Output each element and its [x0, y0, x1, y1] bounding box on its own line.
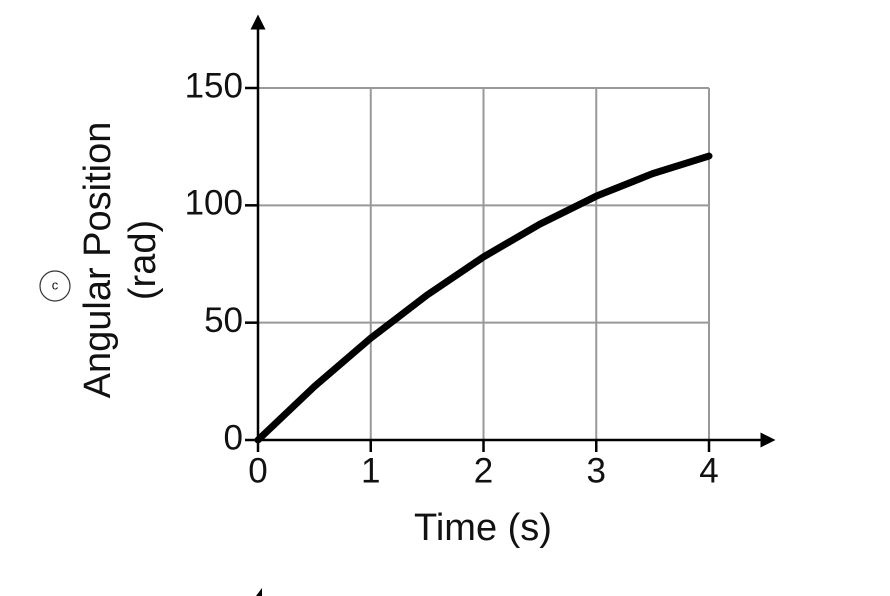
x-tick-label: 2	[474, 451, 493, 490]
x-tick-label: 0	[248, 451, 267, 490]
x-axis-label: Time (s)	[414, 507, 552, 549]
next-chart-arrow	[256, 588, 268, 596]
y-axis-label: Angular Position	[77, 122, 119, 399]
x-tick-label: 3	[587, 451, 606, 490]
y-tick-label: 100	[185, 184, 243, 223]
y-axis-label: (rad)	[122, 220, 164, 300]
x-tick-label: 4	[699, 451, 718, 490]
y-tick-label: 50	[204, 301, 243, 340]
y-tick-label: 150	[185, 66, 243, 105]
x-tick-label: 1	[361, 451, 380, 490]
y-tick-label: 0	[224, 418, 243, 457]
panel-label: c	[52, 277, 59, 292]
data-line	[254, 152, 713, 444]
panel-badge	[39, 270, 71, 302]
grid	[258, 87, 710, 440]
